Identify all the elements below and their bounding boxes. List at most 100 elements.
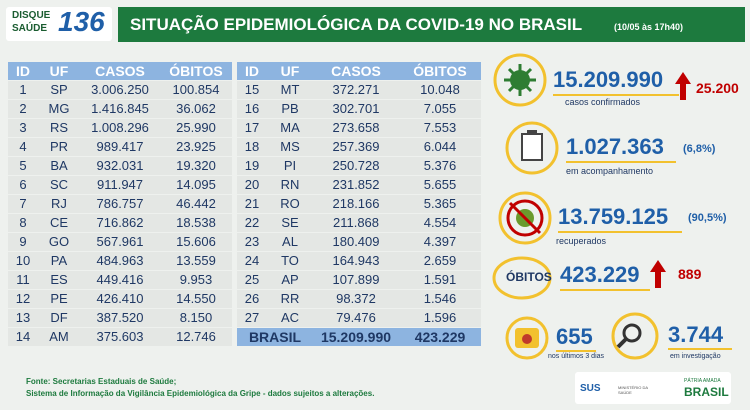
table-cell: 7.553 bbox=[399, 119, 481, 137]
total-cases: 15.209.990 bbox=[313, 328, 399, 346]
table-cell: 12 bbox=[8, 290, 38, 308]
table-cell: 8 bbox=[8, 214, 38, 232]
table-cell: 5.655 bbox=[399, 176, 481, 194]
stat-icons bbox=[492, 53, 691, 360]
table-cell: 786.757 bbox=[80, 195, 160, 213]
table-cell: 7.055 bbox=[399, 100, 481, 118]
table-cell: SC bbox=[38, 176, 80, 194]
table-cell: 2.659 bbox=[399, 252, 481, 270]
investigation-label: em investigação bbox=[670, 353, 721, 360]
logo-ministry: MINISTÉRIO DA SAÚDE bbox=[618, 385, 648, 395]
table-cell: 180.409 bbox=[313, 233, 399, 251]
table-cell: MT bbox=[267, 81, 313, 99]
table-cell: AL bbox=[267, 233, 313, 251]
table-cell: 372.271 bbox=[313, 81, 399, 99]
table-cell: BA bbox=[38, 157, 80, 175]
table-cell: RS bbox=[38, 119, 80, 137]
logo-motto: PÁTRIA AMADA bbox=[684, 378, 721, 384]
logo-box bbox=[6, 7, 112, 41]
table-cell: 3.006.250 bbox=[80, 81, 160, 99]
table-cell: PA bbox=[38, 252, 80, 270]
table-cell: 25 bbox=[237, 271, 267, 289]
table-cell: MA bbox=[267, 119, 313, 137]
table-cell: 100.854 bbox=[160, 81, 232, 99]
table-cell: 21 bbox=[237, 195, 267, 213]
table-right: ID UF CASOS ÓBITOS 15 MT 372.271 10.048 16 PB 302.… bbox=[237, 62, 481, 346]
table-cell: 10.048 bbox=[399, 81, 481, 99]
table-cell: 302.701 bbox=[313, 100, 399, 118]
table-cell: AP bbox=[267, 271, 313, 289]
table-cell: 98.372 bbox=[313, 290, 399, 308]
table-cell: 1.596 bbox=[399, 309, 481, 327]
monitoring-value: 1.027.363 bbox=[566, 134, 664, 159]
table-cell: 19 bbox=[237, 157, 267, 175]
table-cell: 218.166 bbox=[313, 195, 399, 213]
title: SITUAÇÃO EPIDEMIOLÓGICA DA COVID-19 NO B… bbox=[130, 15, 583, 34]
table-cell: ES bbox=[38, 271, 80, 289]
table-cell: DF bbox=[38, 309, 80, 327]
table-cell: 7 bbox=[8, 195, 38, 213]
table-cell: PB bbox=[267, 100, 313, 118]
logo-bottom: SAÚDE bbox=[12, 23, 48, 34]
logo-number: 136 bbox=[58, 6, 105, 37]
table-cell: RN bbox=[267, 176, 313, 194]
table-cell: MS bbox=[267, 138, 313, 156]
table-cell: 9 bbox=[8, 233, 38, 251]
confirmed-label: casos confirmados bbox=[565, 97, 641, 107]
column-header: ÓBITOS bbox=[160, 62, 232, 80]
table-cell: 5.365 bbox=[399, 195, 481, 213]
table-cell: 9.953 bbox=[160, 271, 232, 289]
table-cell: 5.376 bbox=[399, 157, 481, 175]
table-cell: 27 bbox=[237, 309, 267, 327]
table-cell: 911.947 bbox=[80, 176, 160, 194]
table-left: ID UF CASOS ÓBITOS 1 SP 3.006.250 100.854 2 MG 1.4… bbox=[8, 62, 232, 346]
table-cell: PE bbox=[38, 290, 80, 308]
table-cell: 3 bbox=[8, 119, 38, 137]
timestamp: (10/05 às 17h40) bbox=[614, 22, 684, 32]
table-cell: 231.852 bbox=[313, 176, 399, 194]
table-cell: SP bbox=[38, 81, 80, 99]
table-cell: 24 bbox=[237, 252, 267, 270]
table-cell: 5 bbox=[8, 157, 38, 175]
recent-value: 655 bbox=[556, 324, 593, 349]
logo-top: DISQUE bbox=[12, 10, 51, 21]
total-deaths: 423.229 bbox=[399, 328, 481, 346]
table-cell: 6.044 bbox=[399, 138, 481, 156]
table-cell: 22 bbox=[237, 214, 267, 232]
table-cell: 1.416.845 bbox=[80, 100, 160, 118]
table-cell: 13.559 bbox=[160, 252, 232, 270]
table-cell: 25.990 bbox=[160, 119, 232, 137]
table-cell: 46.442 bbox=[160, 195, 232, 213]
table-cell: 19.320 bbox=[160, 157, 232, 175]
recovered-value: 13.759.125 bbox=[558, 204, 669, 229]
footer-source: Fonte: Secretarias Estaduais de Saúde; bbox=[26, 377, 177, 386]
table-cell: 1.008.296 bbox=[80, 119, 160, 137]
table-cell: 257.369 bbox=[313, 138, 399, 156]
underline bbox=[560, 289, 650, 291]
table-cell: RR bbox=[267, 290, 313, 308]
deaths-value: 423.229 bbox=[560, 262, 640, 287]
column-header: CASOS bbox=[313, 62, 399, 80]
table-cell: TO bbox=[267, 252, 313, 270]
column-header: UF bbox=[267, 62, 313, 80]
table-cell: 36.062 bbox=[160, 100, 232, 118]
logo-country: BRASIL bbox=[684, 385, 729, 399]
title-bar bbox=[118, 7, 745, 42]
table-cell: 4 bbox=[8, 138, 38, 156]
deaths-badge: ÓBITOS bbox=[506, 270, 552, 284]
table-cell: CE bbox=[38, 214, 80, 232]
table-cell: 273.658 bbox=[313, 119, 399, 137]
table-cell: RJ bbox=[38, 195, 80, 213]
table-cell: 16 bbox=[237, 100, 267, 118]
monitoring-percent: (6,8%) bbox=[683, 143, 716, 155]
recovered-percent: (90,5%) bbox=[688, 212, 727, 224]
table-cell: 375.603 bbox=[80, 328, 160, 346]
confirmed-value: 15.209.990 bbox=[553, 67, 664, 92]
table-cell: 4.397 bbox=[399, 233, 481, 251]
table-cell: 164.943 bbox=[313, 252, 399, 270]
table-cell: 1.546 bbox=[399, 290, 481, 308]
logos-box bbox=[575, 372, 731, 404]
table-cell: 989.417 bbox=[80, 138, 160, 156]
table-cell: 250.728 bbox=[313, 157, 399, 175]
